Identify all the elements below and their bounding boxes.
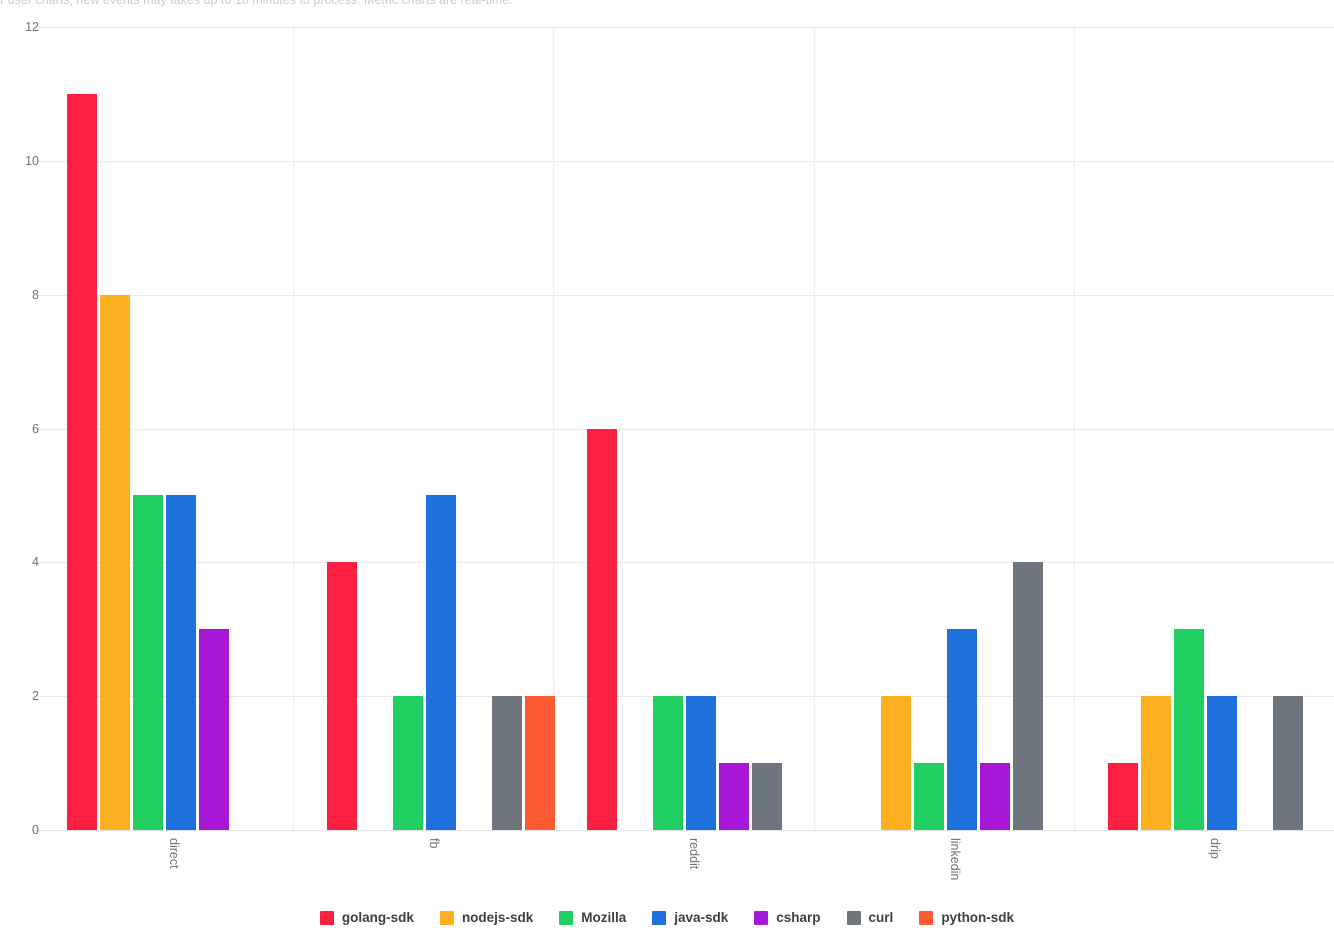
gridline-horizontal — [33, 160, 1334, 162]
legend-swatch-icon — [439, 910, 454, 925]
gridline-horizontal — [33, 27, 1334, 28]
bar-mozilla-linkedin[interactable] — [914, 763, 944, 830]
x-axis-tick-label: fb — [427, 838, 442, 849]
gridline-horizontal — [33, 428, 1334, 430]
plot-area — [33, 27, 1334, 831]
legend-item-golang-sdk[interactable]: golang-sdk — [319, 910, 414, 925]
x-axis-tick-label: linkedin — [947, 838, 962, 881]
events-processing-notice: r user charts, new events may takes up t… — [0, 0, 513, 7]
bar-csharp-linkedin[interactable] — [980, 763, 1010, 830]
bar-golang-sdk-direct[interactable] — [67, 93, 97, 830]
bar-csharp-reddit[interactable] — [719, 763, 749, 830]
bar-curl-reddit[interactable] — [752, 763, 782, 830]
legend-item-label: golang-sdk — [341, 910, 414, 925]
gridline-horizontal — [33, 696, 1334, 698]
legend-item-java-sdk[interactable]: java-sdk — [652, 910, 728, 925]
bar-curl-drip[interactable] — [1273, 696, 1303, 830]
legend-item-label: Mozilla — [581, 910, 627, 925]
gridline-vertical — [553, 27, 554, 830]
bar-curl-fb[interactable] — [492, 696, 522, 830]
legend-item-label: csharp — [776, 910, 821, 925]
chart-legend: golang-sdk nodejs-sdk Mozilla java-sdk cshar… — [0, 901, 1334, 934]
legend-swatch-icon — [846, 910, 861, 925]
bar-java-sdk-linkedin[interactable] — [947, 629, 977, 830]
bar-curl-linkedin[interactable] — [1013, 562, 1043, 830]
grouped-bar-chart: 0 2 4 6 8 10 12 direct fb reddit linkedin drip — [25, 20, 1334, 880]
bar-nodejs-sdk-drip[interactable] — [1141, 696, 1171, 830]
bar-java-sdk-drip[interactable] — [1207, 696, 1237, 830]
bar-mozilla-drip[interactable] — [1174, 629, 1204, 830]
legend-item-nodejs-sdk[interactable]: nodejs-sdk — [439, 910, 534, 925]
gridline-horizontal — [33, 830, 1334, 831]
gridline-vertical — [814, 27, 815, 830]
bar-csharp-direct[interactable] — [199, 629, 229, 830]
bar-mozilla-reddit[interactable] — [653, 696, 683, 830]
gridline-vertical — [1074, 27, 1075, 830]
bar-golang-sdk-reddit[interactable] — [587, 428, 617, 830]
bar-golang-sdk-fb[interactable] — [327, 562, 357, 830]
bar-java-sdk-direct[interactable] — [166, 495, 196, 830]
legend-swatch-icon — [319, 910, 334, 925]
legend-swatch-icon — [754, 910, 769, 925]
legend-item-curl[interactable]: curl — [846, 910, 894, 925]
bar-java-sdk-reddit[interactable] — [686, 696, 716, 830]
gridline-horizontal — [33, 294, 1334, 296]
bar-golang-sdk-drip[interactable] — [1108, 763, 1138, 830]
legend-item-label: nodejs-sdk — [461, 910, 534, 925]
x-axis: direct fb reddit linkedin drip — [0, 836, 1334, 898]
bar-java-sdk-fb[interactable] — [426, 495, 456, 830]
bar-nodejs-sdk-linkedin[interactable] — [881, 696, 911, 830]
legend-item-python-sdk[interactable]: python-sdk — [919, 910, 1014, 925]
legend-item-csharp[interactable]: csharp — [754, 910, 821, 925]
x-axis-tick-label: direct — [167, 838, 181, 869]
legend-swatch-icon — [652, 910, 667, 925]
gridline-horizontal — [33, 562, 1334, 564]
legend-item-mozilla[interactable]: Mozilla — [559, 910, 626, 925]
bar-python-sdk-fb[interactable] — [525, 696, 555, 830]
bar-mozilla-direct[interactable] — [133, 495, 163, 830]
bar-mozilla-fb[interactable] — [393, 696, 423, 830]
x-axis-tick-label: drip — [1207, 838, 1222, 859]
bar-nodejs-sdk-direct[interactable] — [100, 294, 130, 830]
legend-swatch-icon — [919, 910, 934, 925]
legend-item-label: python-sdk — [941, 910, 1015, 925]
legend-swatch-icon — [559, 910, 574, 925]
x-axis-tick-label: reddit — [687, 838, 702, 870]
legend-item-label: curl — [868, 910, 894, 925]
legend-item-label: java-sdk — [674, 910, 729, 925]
gridline-vertical — [293, 27, 294, 830]
